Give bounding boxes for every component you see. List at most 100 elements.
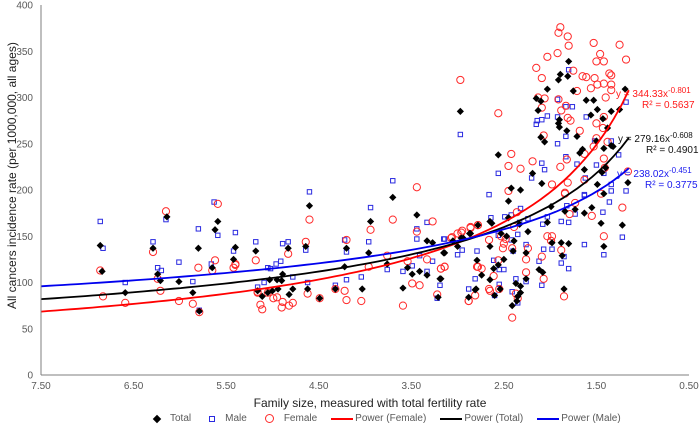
female-point	[342, 235, 351, 245]
total-point	[342, 244, 351, 252]
total-point	[587, 111, 595, 119]
total-point	[365, 249, 373, 257]
female-point	[566, 116, 575, 125]
female-point	[456, 75, 465, 85]
female-point	[557, 246, 566, 255]
male-point	[176, 259, 182, 265]
total-point	[358, 285, 366, 293]
female-point	[593, 80, 602, 89]
total-point	[416, 267, 424, 275]
total-point	[582, 96, 590, 104]
y-tick-label: 300	[16, 93, 33, 104]
total-point	[588, 203, 596, 212]
legend-item-total: Total	[150, 413, 191, 424]
legend-item-male: Male	[205, 413, 247, 424]
total-point	[195, 307, 203, 315]
trendline-power-female	[40, 89, 630, 313]
female-point	[507, 149, 516, 159]
x-tick-label: 2.50	[494, 381, 514, 392]
total-point	[423, 271, 431, 279]
female-point	[521, 268, 531, 277]
legend-label: Total	[170, 413, 192, 424]
female-point	[161, 207, 171, 216]
male-point	[490, 257, 497, 264]
total-point	[302, 242, 310, 251]
total-point	[512, 279, 520, 288]
total-point	[565, 240, 573, 248]
total-point	[540, 138, 549, 146]
male-point	[265, 265, 271, 271]
female-point	[618, 203, 627, 212]
total-point	[408, 270, 416, 278]
x-tick-label: 5.50	[216, 381, 236, 392]
x-tick-label: 0.50	[679, 381, 699, 392]
x-tick-label: 6.50	[124, 381, 144, 392]
male-point	[619, 234, 626, 240]
total-point	[399, 284, 407, 292]
male-point	[593, 162, 600, 168]
total-point	[621, 85, 629, 93]
total-point	[208, 264, 216, 272]
female-point	[532, 63, 541, 73]
male-point	[544, 113, 551, 119]
female-point	[559, 292, 569, 301]
male-point	[534, 117, 540, 124]
female-point	[415, 281, 424, 290]
total-point	[609, 142, 617, 151]
chart-axes: 0 50 100 150 200 250 300 350 400 7.50 6.50 5.50 4.50…	[16, 1, 699, 393]
total-point	[273, 276, 281, 284]
total-point	[537, 133, 545, 141]
total-point	[522, 275, 530, 283]
female-point	[596, 49, 605, 59]
total-point	[497, 229, 505, 238]
total-point	[441, 249, 449, 257]
female-point	[342, 295, 351, 305]
male-point	[496, 266, 502, 273]
total-point	[522, 249, 530, 257]
total-point	[547, 203, 555, 211]
female-point	[554, 28, 563, 37]
female-point	[599, 79, 608, 88]
total-point	[305, 202, 314, 210]
female-point	[589, 142, 598, 151]
total-point	[555, 123, 563, 131]
female-point	[428, 217, 437, 226]
total-point	[289, 285, 297, 293]
male-point	[367, 204, 374, 211]
legend-item-power-total: Power (Total)	[440, 413, 523, 424]
female-point	[458, 226, 467, 235]
y-tick-label: 250	[16, 139, 33, 150]
female-point	[582, 73, 591, 82]
total-point	[514, 292, 522, 300]
total-point	[478, 271, 486, 279]
total-point	[516, 289, 525, 297]
female-point	[537, 252, 546, 261]
total-point	[175, 277, 183, 286]
total-point	[513, 297, 521, 305]
total-point	[624, 179, 632, 187]
total-point	[535, 265, 543, 274]
total-point	[534, 106, 542, 115]
total-point	[474, 221, 482, 229]
total-point	[557, 239, 565, 247]
male-point	[154, 265, 161, 271]
diamond-marker-icon	[152, 414, 162, 423]
male-point	[539, 160, 545, 166]
total-point	[423, 237, 431, 245]
total-point	[471, 286, 479, 294]
female-point	[494, 109, 503, 118]
total-point	[600, 242, 608, 251]
male-trend-equation: y = 238.02x-0.451	[617, 164, 692, 181]
female-point	[564, 41, 573, 50]
total-point	[565, 57, 573, 66]
total-point	[558, 252, 566, 260]
female-point	[188, 299, 197, 308]
x-tick-label: 7.50	[31, 381, 51, 392]
black-line-icon	[440, 417, 463, 420]
male-point	[215, 232, 221, 239]
male-point	[472, 276, 478, 282]
male-point	[273, 261, 279, 267]
male-point	[384, 266, 390, 273]
male-point	[409, 263, 415, 269]
x-tick-label: 4.50	[309, 381, 329, 392]
